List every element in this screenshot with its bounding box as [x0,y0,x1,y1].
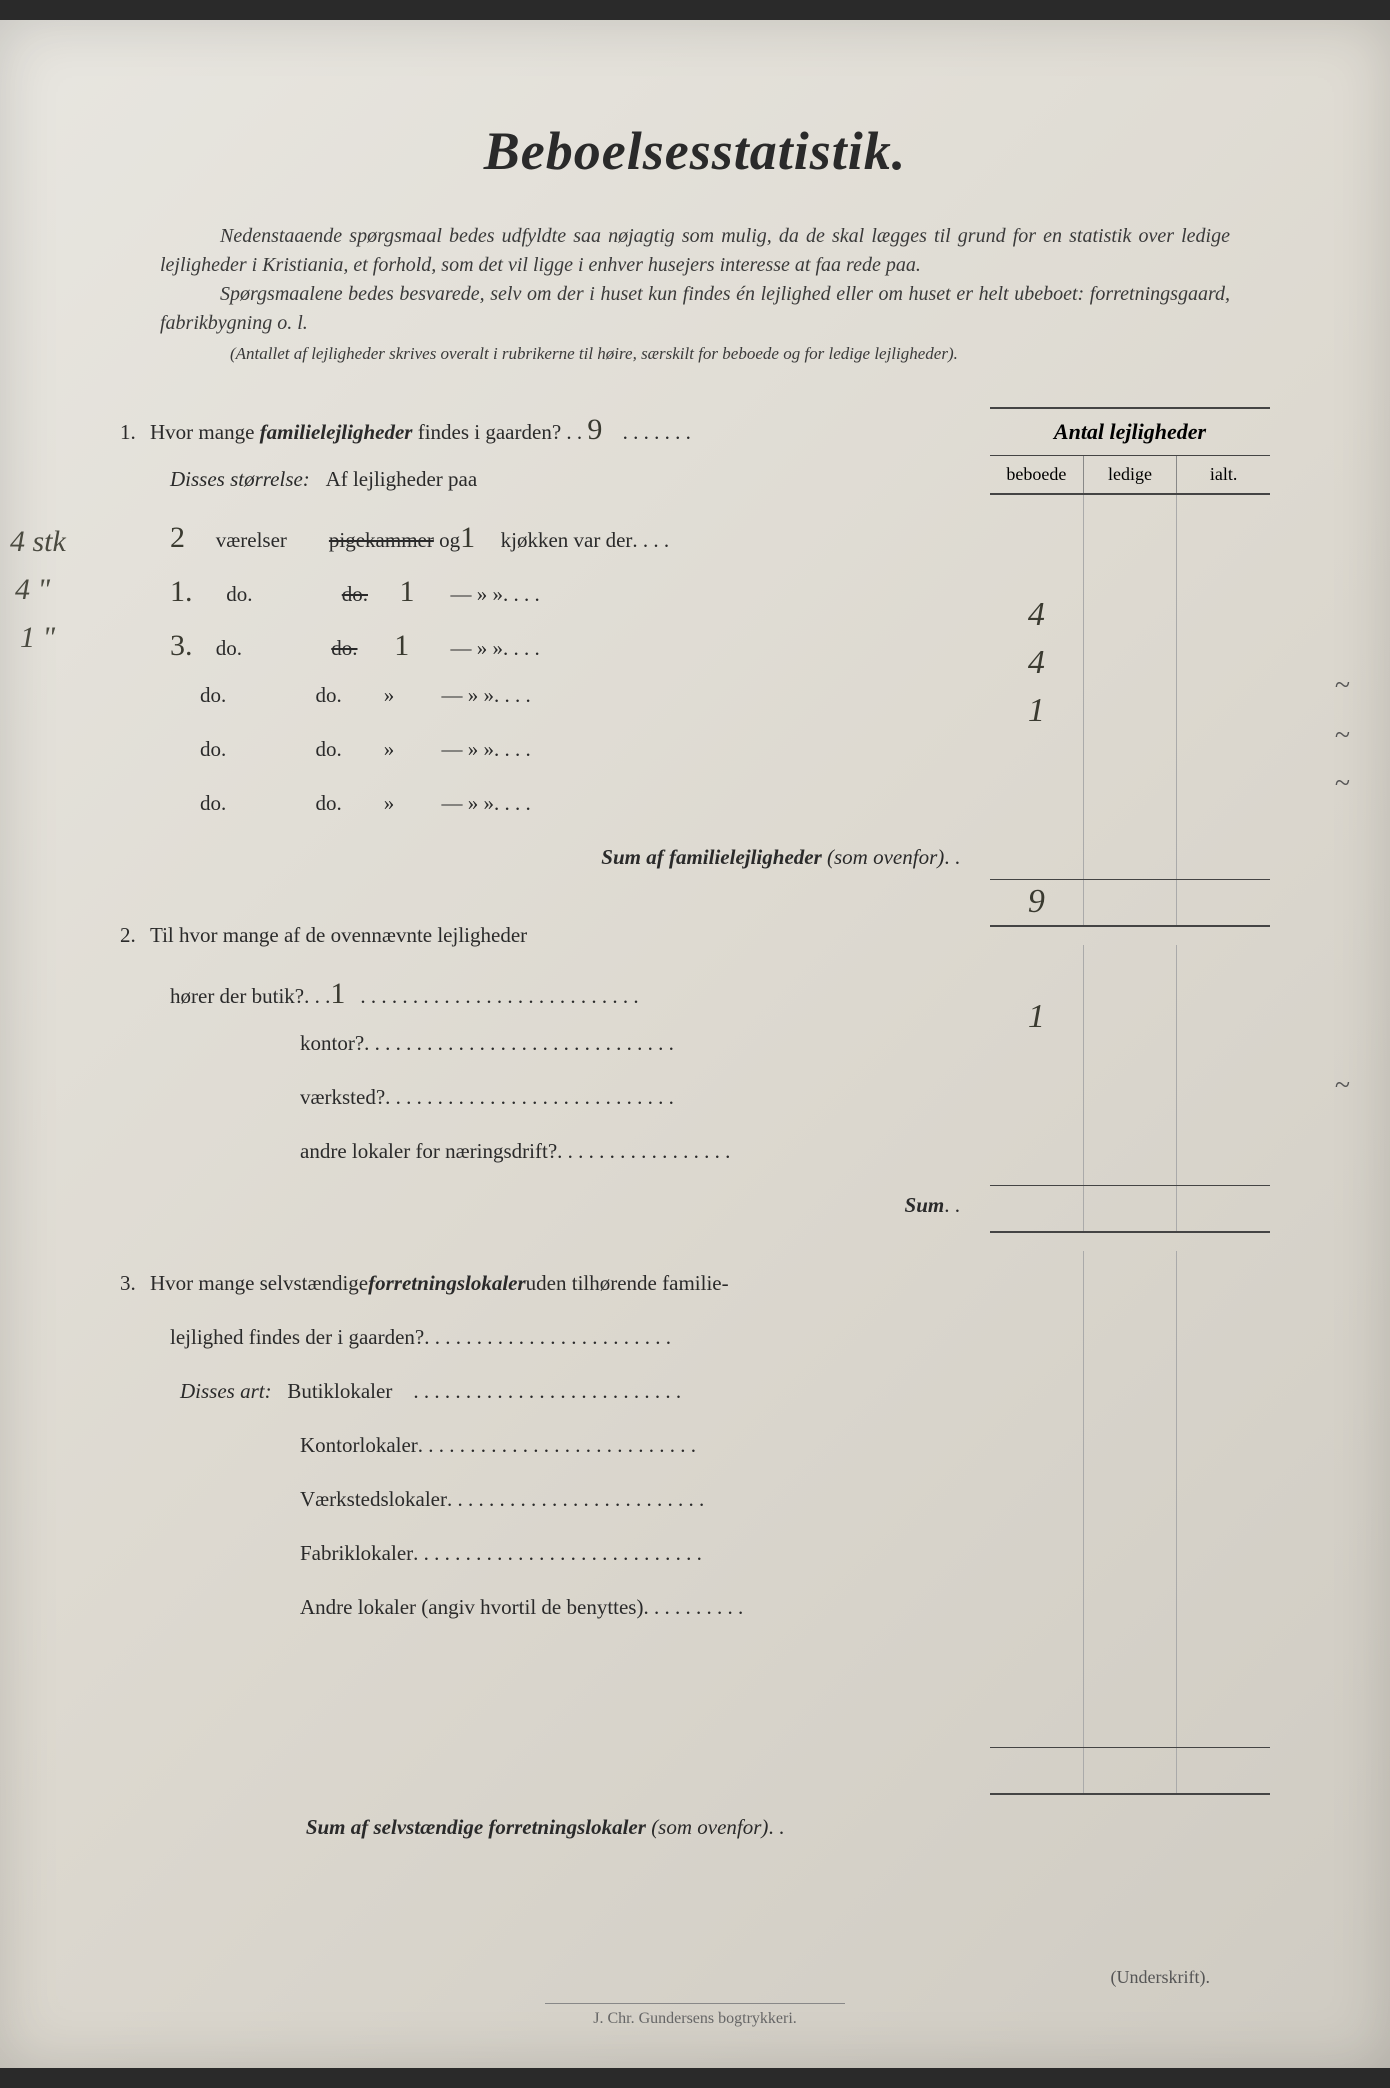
right-mark-1: ~ [1335,670,1350,702]
q2-butik: hører der butik? . . . 1 . . . . . . . .… [120,977,970,1025]
q1-text: Hvor mange familielejligheder findes i g… [150,413,970,447]
table-column: Antal lejligheder beboede ledige ialt. 4… [990,407,1270,1869]
q3-disses: Disses art: Butiklokaler . . . . . . . .… [120,1379,970,1427]
right-mark-4: ~ [1335,1070,1350,1102]
q3-vaerksted: Værkstedslokaler . . . . . . . . . . . .… [120,1487,970,1535]
page-title: Beboelsesstatistik. [120,120,1270,182]
data-q3-2 [990,1299,1270,1347]
col-beboede: beboede [990,456,1084,493]
right-mark-2: ~ [1335,720,1350,752]
data-q3-1 [990,1251,1270,1299]
intro-text: Nedenstaaende spørgsmaal bedes udfyldte … [160,222,1230,367]
data-q2-andre [990,1137,1270,1185]
margin-note-3: 1 " [20,621,55,655]
data-q2-butik: 1 [990,993,1270,1041]
size-row-5: do. do. » — » » . . . . [120,737,970,785]
q1-line: 1. Hvor mange familielejligheder findes … [120,413,970,461]
q3-kontor: Kontorlokaler . . . . . . . . . . . . . … [120,1433,970,1481]
size-row-1: 2 værelser pigekammer og 1 kjøkken var d… [120,521,970,569]
data-r1: 4 [990,591,1270,639]
q1-size-rows: 4 stk 4 " 1 " 2 værelser pigekammer og 1… [120,521,970,839]
data-r2: 4 [990,639,1270,687]
main-content: 1. Hvor mange familielejligheder findes … [120,407,1270,1869]
intro-p1: Nedenstaaende spørgsmaal bedes udfyldte … [160,225,1230,276]
data-sum3 [990,1747,1270,1795]
table-header: Antal lejligheder [990,407,1270,456]
q1-disses: Disses størrelse: Af lejligheder paa [120,467,970,515]
data-q1 [990,495,1270,543]
q3-andre: Andre lokaler (angiv hvortil de benyttes… [120,1595,970,1643]
data-q2-vaerk [990,1089,1270,1137]
data-disses [990,543,1270,591]
data-q3-sp1 [990,1587,1270,1747]
size-row-4: do. do. » — » » . . . . [120,683,970,731]
table-subheader: beboede ledige ialt. [990,456,1270,495]
intro-note: (Antallet af lejligheder skrives overalt… [230,342,1230,367]
data-gap1 [990,927,1270,945]
data-q3-butik [990,1347,1270,1395]
data-q3-fabrik [990,1491,1270,1539]
data-q3-kontor [990,1395,1270,1443]
data-q3-vaerk [990,1443,1270,1491]
right-mark-3: ~ [1335,768,1350,800]
intro-p2: Spørgsmaalene bedes besvarede, selv om d… [160,283,1230,334]
q2-andre: andre lokaler for næringsdrift? . . . . … [120,1139,970,1187]
questions-column: 1. Hvor mange familielejligheder findes … [120,407,970,1869]
data-r6 [990,831,1270,879]
q1-answer: 9 [587,413,617,447]
q1-num: 1. [120,420,150,445]
data-gap2 [990,1233,1270,1251]
data-sum2 [990,1185,1270,1233]
q2-line: 2. Til hvor mange af de ovennævnte lejli… [120,923,970,971]
q2-sum: Sum . . [120,1193,970,1241]
margin-note-1: 4 stk [10,525,66,559]
size-row-2: 1. do. do. 1 — » » . . . . [120,575,970,623]
signature-label: (Underskrift). [1111,1967,1210,1988]
data-r3: 1 [990,687,1270,735]
data-q2-kontor [990,1041,1270,1089]
col-ledige: ledige [1084,456,1178,493]
q3-line2: lejlighed findes der i gaarden? . . . . … [120,1325,970,1373]
data-q3-andre [990,1539,1270,1587]
data-q2head [990,945,1270,993]
q2-vaerksted: værksted? . . . . . . . . . . . . . . . … [120,1085,970,1133]
col-ialt: ialt. [1177,456,1270,493]
data-sum1: 9 [990,879,1270,927]
document-page: Beboelsesstatistik. Nedenstaaende spørgs… [0,20,1390,2068]
data-r5 [990,783,1270,831]
size-row-6: do. do. » — » » . . . . [120,791,970,839]
data-r4 [990,735,1270,783]
q3-line1: 3. Hvor mange selvstændige forretningslo… [120,1271,970,1319]
size-row-3: 3. do. do. 1 — » » . . . . [120,629,970,677]
q1-sum: Sum af familielejligheder (som ovenfor) … [120,845,970,893]
q3-fabrik: Fabriklokaler . . . . . . . . . . . . . … [120,1541,970,1589]
q2-kontor: kontor? . . . . . . . . . . . . . . . . … [120,1031,970,1079]
margin-note-2: 4 " [15,573,50,607]
q3-sum: Sum af selvstændige forretningslokaler (… [120,1815,970,1863]
printer-credit: J. Chr. Gundersens bogtrykkeri. [545,2003,845,2028]
